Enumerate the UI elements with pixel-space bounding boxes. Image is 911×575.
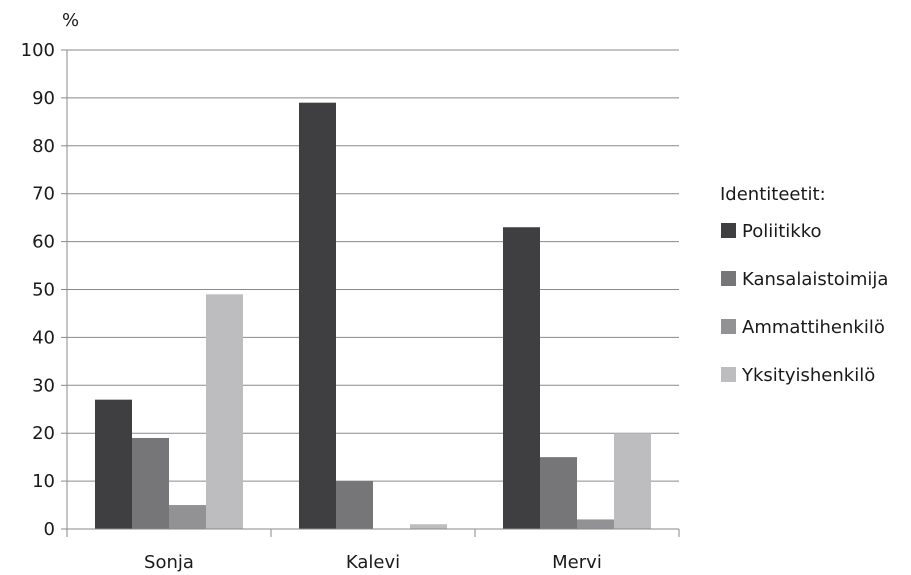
legend-item-label: Yksityishenkilö bbox=[741, 365, 875, 386]
bar-kansalaistoimija-sonja bbox=[132, 437, 169, 529]
y-tick-label: 70 bbox=[32, 184, 55, 205]
axes: % 0 10 20 30 40 50 60 70 80 90 100 Sonja Kalevi Mervi bbox=[21, 10, 680, 573]
legend-item-label: Ammattihenkilö bbox=[742, 317, 885, 338]
y-tick-label: 100 bbox=[21, 40, 55, 61]
bar-poliitikko-mervi bbox=[503, 227, 540, 530]
y-tick-label: 50 bbox=[32, 280, 55, 301]
bar-poliitikko-kalevi bbox=[299, 102, 336, 529]
bar-poliitikko-sonja bbox=[95, 399, 132, 529]
gridlines bbox=[67, 49, 679, 482]
legend-item-label: Kansalaistoimija bbox=[742, 269, 888, 290]
x-tick-label: Sonja bbox=[144, 552, 194, 573]
bar-yksityishenkilö-kalevi bbox=[410, 524, 447, 529]
bar-ammattihenkilö-sonja bbox=[169, 505, 206, 529]
bar-yksityishenkilö-mervi bbox=[614, 433, 651, 529]
y-tick-label: 40 bbox=[32, 327, 55, 348]
y-tick-label: 0 bbox=[44, 519, 55, 540]
legend: Identiteetit: Poliitikko Kansalaistoimija… bbox=[720, 184, 888, 386]
bars bbox=[95, 102, 651, 530]
x-tick-label: Mervi bbox=[552, 552, 602, 573]
y-tick-label: 20 bbox=[32, 423, 55, 444]
y-tick-label: 10 bbox=[32, 471, 55, 492]
legend-swatch bbox=[721, 367, 736, 382]
bar-kansalaistoimija-kalevi bbox=[336, 481, 373, 529]
y-tick-label: 90 bbox=[32, 88, 55, 109]
legend-title: Identiteetit: bbox=[720, 184, 826, 205]
y-tick-label: 60 bbox=[32, 232, 55, 253]
y-axis-label: % bbox=[62, 10, 79, 31]
y-tick-label: 80 bbox=[32, 136, 55, 157]
bar-ammattihenkilö-mervi bbox=[577, 519, 614, 529]
legend-swatch bbox=[721, 319, 736, 334]
x-tick-label: Kalevi bbox=[346, 552, 400, 573]
y-tick-label: 30 bbox=[32, 375, 55, 396]
legend-item-label: Poliitikko bbox=[742, 221, 822, 242]
bar-kansalaistoimija-mervi bbox=[540, 457, 577, 529]
bar-yksityishenkilö-sonja bbox=[206, 294, 243, 529]
legend-swatch bbox=[721, 271, 736, 286]
legend-swatch bbox=[721, 223, 736, 238]
